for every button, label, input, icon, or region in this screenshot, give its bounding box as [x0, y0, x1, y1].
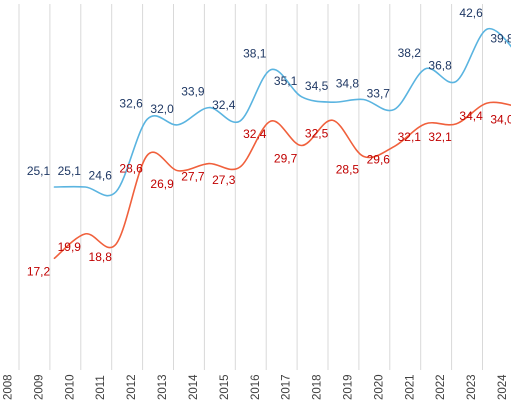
series-lines — [53, 27, 511, 260]
x-tick-label: 2020 — [373, 374, 385, 400]
series-line-red — [53, 101, 511, 260]
data-label-red: 19,9 — [58, 240, 82, 254]
data-label-blue: 34,8 — [336, 77, 360, 91]
x-tick-label: 2018 — [312, 374, 324, 400]
data-label-red: 17,2 — [27, 264, 51, 278]
x-tick-label: 2011 — [95, 375, 107, 400]
data-label-red: 27,7 — [181, 170, 205, 184]
data-label-red: 26,9 — [150, 177, 174, 191]
x-tick-label: 2023 — [466, 374, 478, 400]
data-label-red: 29,7 — [274, 152, 298, 166]
data-label-blue: 33,9 — [181, 85, 205, 99]
series-line-blue — [53, 27, 511, 197]
x-tick-label: 2017 — [281, 374, 293, 400]
data-label-red: 28,6 — [119, 161, 143, 175]
x-tick-label: 2010 — [64, 374, 76, 400]
x-tick-label: 2008 — [3, 374, 15, 400]
x-tick-label: 2021 — [404, 374, 416, 400]
data-label-blue: 42,6 — [459, 6, 483, 20]
x-tick-label: 2016 — [250, 374, 262, 400]
data-label-red: 32,1 — [428, 130, 452, 144]
data-labels: 25,1 25,1 24,6 32,6 32,0 33,9 32,4 38,1 35,1 34,5… — [27, 6, 511, 278]
data-label-blue: 36,8 — [428, 59, 452, 73]
data-label-red: 29,6 — [367, 152, 391, 166]
data-label-red: 27,3 — [212, 173, 236, 187]
x-tick-label: 2019 — [342, 374, 354, 400]
grid-lines — [18, 4, 483, 370]
data-label-red: 18,8 — [89, 250, 113, 264]
data-label-red: 28,5 — [336, 162, 360, 176]
data-label-red: 34,0 — [490, 113, 511, 127]
data-label-red: 34,4 — [459, 109, 483, 123]
data-label-red: 32,4 — [243, 127, 267, 141]
data-label-blue: 32,4 — [212, 98, 236, 112]
data-label-blue: 25,1 — [27, 164, 51, 178]
x-tick-label: 2024 — [497, 374, 509, 400]
x-tick-label: 2013 — [157, 374, 169, 400]
data-label-blue: 34,5 — [305, 79, 329, 93]
data-label-blue: 39,8 — [490, 31, 511, 45]
data-label-blue: 32,0 — [150, 102, 174, 116]
x-tick-label: 2009 — [34, 374, 46, 400]
data-label-blue: 24,6 — [89, 169, 113, 183]
x-axis-tick-labels: 2008 2009 2010 2011 2012 2013 2014 2015 2016 2017… — [3, 374, 509, 400]
x-tick-label: 2022 — [435, 374, 447, 400]
data-label-blue: 32,6 — [119, 96, 143, 110]
data-label-blue: 33,7 — [367, 86, 391, 100]
data-label-blue: 38,2 — [398, 46, 422, 60]
data-label-blue: 25,1 — [58, 164, 82, 178]
x-tick-label: 2015 — [219, 374, 231, 400]
data-label-blue: 38,1 — [243, 47, 267, 61]
x-tick-label: 2012 — [126, 374, 138, 400]
data-label-red: 32,1 — [398, 130, 422, 144]
x-tick-label: 2014 — [188, 374, 200, 400]
data-label-blue: 35,1 — [274, 74, 298, 88]
data-label-red: 32,5 — [305, 126, 329, 140]
